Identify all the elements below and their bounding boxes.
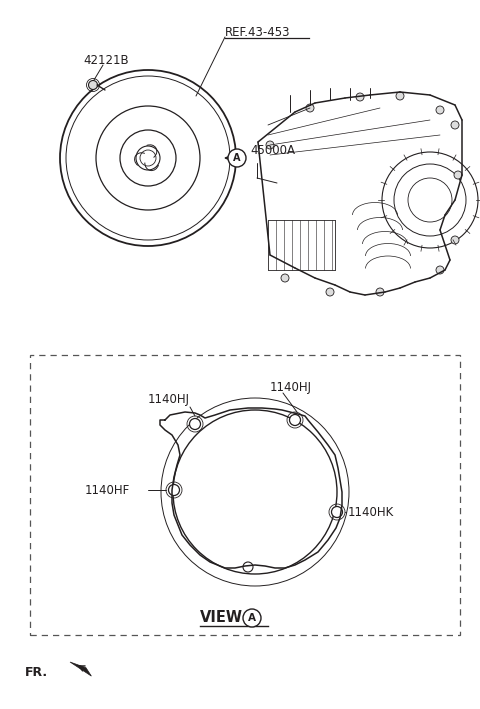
Text: REF.43-453: REF.43-453 [225,26,290,38]
Text: 1140HJ: 1140HJ [148,393,190,406]
Text: 1140HF: 1140HF [85,484,130,496]
Circle shape [281,274,289,282]
Circle shape [266,141,274,149]
Circle shape [436,266,444,274]
Circle shape [289,415,300,425]
Circle shape [88,81,97,89]
Text: 1140HK: 1140HK [348,506,394,518]
Circle shape [376,288,384,296]
Circle shape [168,484,180,496]
Text: 1140HJ: 1140HJ [270,381,312,394]
Circle shape [451,121,459,129]
Circle shape [332,506,343,518]
Polygon shape [70,662,91,676]
Text: A: A [248,613,256,623]
Circle shape [396,92,404,100]
Circle shape [451,236,459,244]
Circle shape [190,418,201,430]
Circle shape [243,609,261,627]
Circle shape [326,288,334,296]
Text: VIEW: VIEW [200,610,243,625]
Text: FR.: FR. [25,666,48,679]
Polygon shape [225,153,239,163]
Circle shape [306,104,314,112]
Circle shape [436,106,444,114]
Circle shape [243,562,253,572]
Circle shape [356,93,364,101]
Circle shape [454,171,462,179]
Bar [30,355,460,635]
Text: 45000A: 45000A [250,143,295,157]
Text: 42121B: 42121B [83,53,129,67]
Text: A: A [233,153,241,163]
Circle shape [228,149,246,167]
